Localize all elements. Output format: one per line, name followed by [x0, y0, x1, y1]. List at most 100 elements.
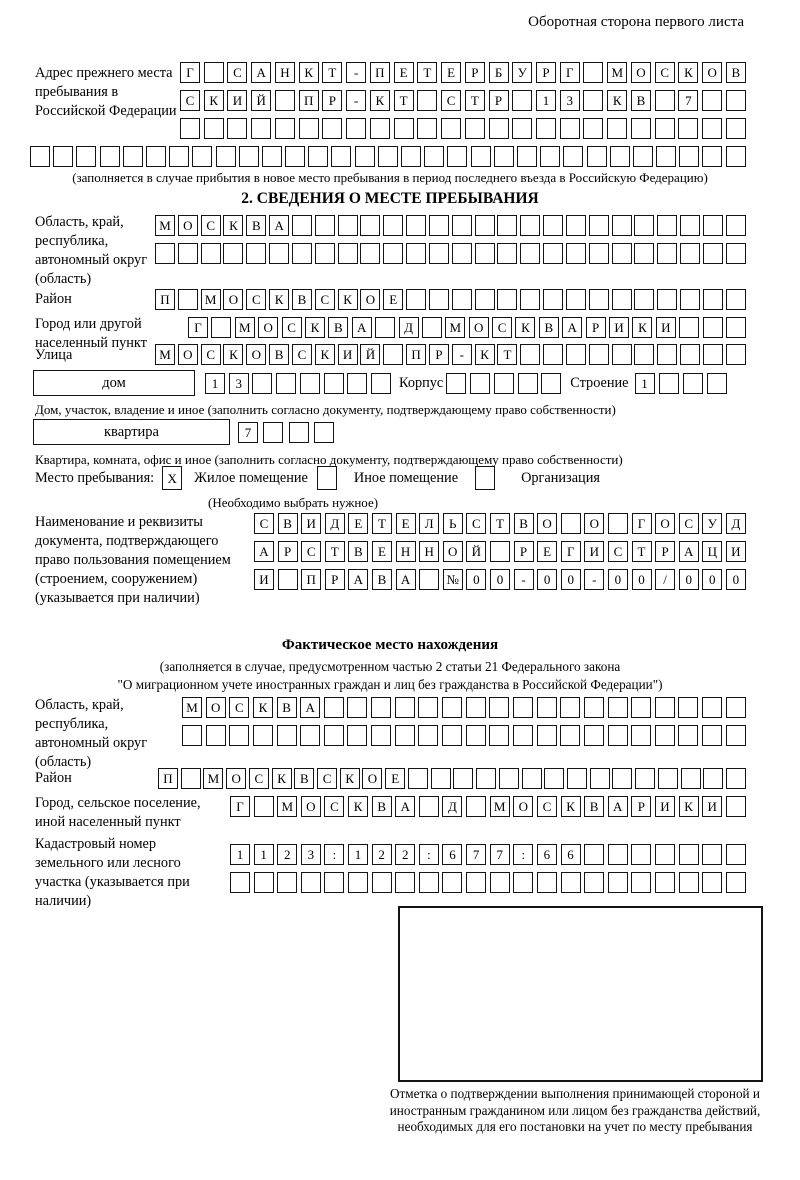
char-box: О	[537, 513, 558, 534]
char-box: В	[513, 513, 534, 534]
char-box	[654, 697, 675, 718]
house-note: Дом, участок, владение и иное (заполнить…	[35, 402, 616, 417]
char-box: Ь	[442, 513, 463, 534]
char-box	[521, 768, 542, 789]
actual-location-note-line2: "О миграционном учете иностранных гражда…	[117, 677, 663, 692]
char-box	[347, 725, 368, 746]
char-box: А	[300, 697, 321, 718]
char-box: А	[351, 317, 372, 338]
char-box	[678, 872, 699, 893]
char-box	[347, 372, 368, 394]
char-box	[725, 118, 746, 139]
char-box	[516, 146, 537, 167]
char-box	[543, 344, 564, 365]
char-box: Г	[560, 541, 581, 562]
char-box	[543, 289, 564, 310]
char-box	[474, 243, 495, 264]
char-box	[238, 146, 259, 167]
char-box	[464, 118, 485, 139]
char-box: Е	[441, 62, 462, 83]
char-box	[611, 289, 632, 310]
char-box	[291, 243, 312, 264]
stay-type-option-other-label: Иное помещение	[353, 469, 459, 486]
char-box: Е	[371, 541, 392, 562]
char-box: П	[301, 569, 322, 590]
char-box	[418, 697, 439, 718]
char-box: В	[246, 215, 267, 236]
char-box: Н	[274, 62, 295, 83]
char-box: С	[317, 768, 338, 789]
char-box	[360, 215, 381, 236]
char-box	[543, 215, 564, 236]
char-box: О	[630, 62, 651, 83]
char-box: 6	[536, 844, 557, 865]
char-box: №	[442, 569, 463, 590]
char-box: П	[406, 344, 427, 365]
char-box: О	[205, 697, 226, 718]
char-box: В	[276, 697, 297, 718]
char-box	[354, 146, 375, 167]
char-box	[182, 725, 202, 746]
char-box	[654, 725, 675, 746]
char-box	[383, 344, 404, 365]
char-box	[253, 872, 274, 893]
char-box: 0	[702, 569, 723, 590]
char-box	[291, 215, 312, 236]
char-box: И	[227, 90, 248, 111]
char-box: У	[702, 513, 723, 534]
char-box	[348, 872, 369, 893]
actual-region-label: Область, край, республика, автономный ок…	[35, 697, 148, 770]
char-box	[654, 118, 675, 139]
char-box: К	[298, 62, 319, 83]
stroenie-label: Строение	[570, 374, 629, 391]
char-box: В	[584, 796, 605, 817]
char-box: Е	[385, 768, 406, 789]
char-box: 0	[631, 569, 652, 590]
char-box: С	[281, 317, 302, 338]
char-box: И	[702, 796, 723, 817]
char-box: 0	[537, 569, 558, 590]
char-box	[200, 243, 221, 264]
char-box	[277, 872, 298, 893]
char-box: В	[328, 317, 349, 338]
char-box	[679, 317, 700, 338]
char-box	[377, 146, 398, 167]
page-side-note: Оборотная сторона первого листа	[528, 14, 744, 30]
char-box: К	[304, 317, 325, 338]
char-box: О	[226, 768, 247, 789]
char-box: Р	[464, 62, 485, 83]
apartment-widebox: квартира	[33, 419, 230, 445]
char-box: А	[395, 569, 416, 590]
char-box	[375, 317, 396, 338]
char-box: С	[678, 513, 699, 534]
char-box	[588, 289, 609, 310]
char-box	[725, 872, 746, 893]
char-box	[607, 872, 628, 893]
char-box: -	[346, 62, 367, 83]
char-box	[517, 372, 538, 394]
char-box: В	[294, 768, 315, 789]
char-box	[322, 118, 343, 139]
char-box: Р	[513, 541, 534, 562]
char-box: С	[200, 344, 221, 365]
char-box: -	[346, 90, 367, 111]
char-box	[428, 243, 449, 264]
char-box	[489, 541, 510, 562]
stay-type-checkbox-dwelling: X	[162, 466, 183, 490]
char-box	[544, 768, 565, 789]
char-box: Л	[419, 513, 440, 534]
char-box	[541, 372, 562, 394]
char-box: Т	[324, 541, 345, 562]
char-box: 1	[230, 844, 250, 865]
char-box	[314, 215, 335, 236]
char-box: Т	[393, 90, 414, 111]
char-box	[543, 243, 564, 264]
char-box	[725, 844, 746, 865]
char-box	[285, 146, 306, 167]
char-box	[407, 768, 428, 789]
